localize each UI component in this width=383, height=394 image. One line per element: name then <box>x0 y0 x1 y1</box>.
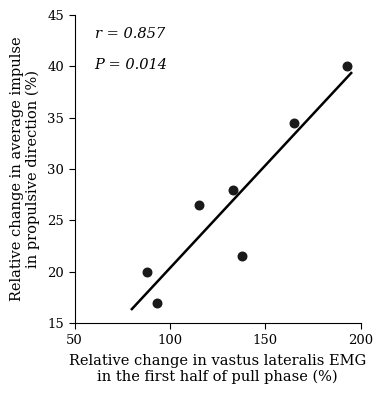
Point <box>344 63 350 69</box>
Point <box>144 269 150 275</box>
Text: P = 0.014: P = 0.014 <box>95 58 168 72</box>
Point <box>230 186 236 193</box>
Point <box>291 119 297 126</box>
Y-axis label: Relative change in average impulse
in propulsive direction (%): Relative change in average impulse in pr… <box>10 37 40 301</box>
Point <box>154 299 160 306</box>
Text: r = 0.857: r = 0.857 <box>95 27 165 41</box>
X-axis label: Relative change in vastus lateralis EMG
in the first half of pull phase (%): Relative change in vastus lateralis EMG … <box>69 353 366 384</box>
Point <box>196 202 202 208</box>
Point <box>239 253 246 260</box>
